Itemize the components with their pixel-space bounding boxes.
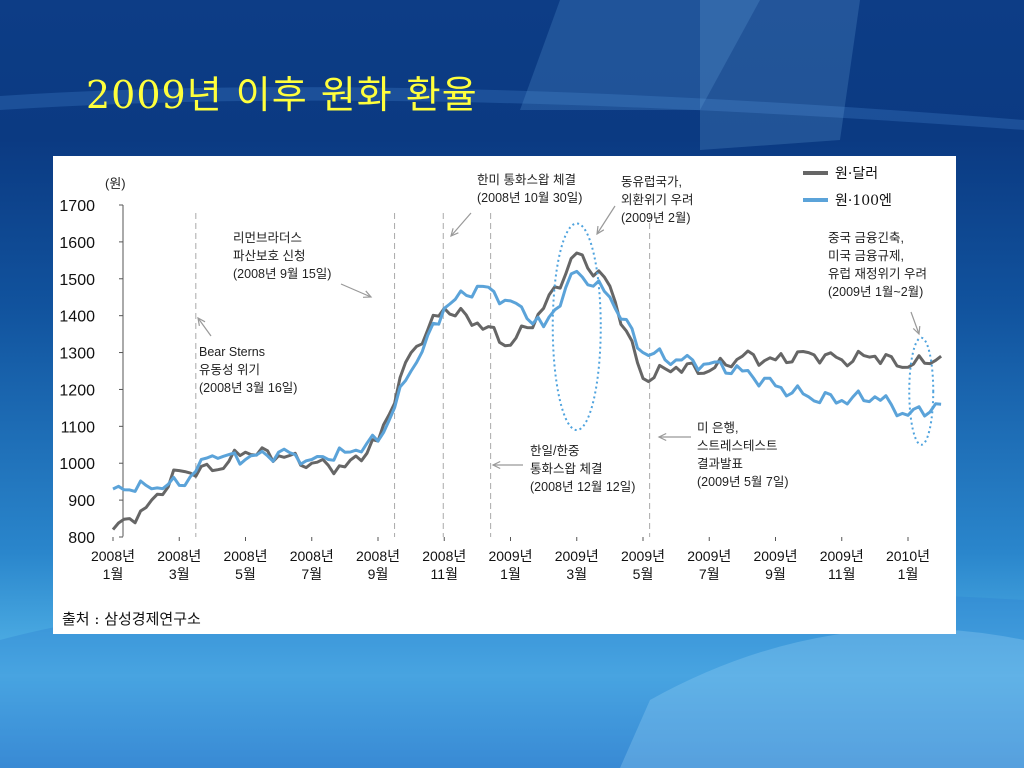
annotation-text: (2008년 10월 30일) <box>477 191 582 205</box>
y-tick-label: 800 <box>68 530 95 547</box>
x-tick-label-month: 9월 <box>765 566 786 582</box>
x-tick-label-month: 5월 <box>633 566 654 582</box>
x-tick-label-month: 7월 <box>301 566 322 582</box>
annotation-text: 리먼브라더스 <box>233 231 302 245</box>
annotation-text: 결과발표 <box>697 457 743 471</box>
annotation-arrow <box>910 311 920 335</box>
annotation-arrow <box>596 205 616 235</box>
x-tick-label-month: 9월 <box>368 566 389 582</box>
x-tick-label-year: 2009년 <box>753 548 797 564</box>
x-tick-label-month: 1월 <box>500 566 521 582</box>
annotation-arrowhead <box>362 290 373 298</box>
annotation-arrowhead <box>657 432 667 442</box>
y-tick-label: 1500 <box>59 272 95 289</box>
x-tick-label-year: 2008년 <box>290 548 334 564</box>
annotation-text: 중국 금융긴축, <box>828 231 904 245</box>
x-tick-label-year: 2008년 <box>157 548 201 564</box>
annotation-text: (2009년 2월) <box>621 211 691 225</box>
x-tick-label-year: 2009년 <box>488 548 532 564</box>
annotation-text: (2008년 3월 16일) <box>199 381 297 395</box>
annotation-text: 미 은행, <box>697 420 738 435</box>
annotation-text: 유럽 재정위기 우려 <box>828 267 927 281</box>
y-tick-label: 1400 <box>59 309 95 326</box>
x-tick-label-year: 2008년 <box>223 548 267 564</box>
x-tick-label-year: 2009년 <box>687 548 731 564</box>
annotation-arrow <box>450 212 472 237</box>
x-tick-label-year: 2010년 <box>886 548 930 564</box>
y-tick-label: 1000 <box>59 456 95 473</box>
annotation-text: 외환위기 우려 <box>621 193 693 207</box>
highlight-ellipse-2010-01 <box>908 336 935 446</box>
x-tick-label-month: 5월 <box>235 566 256 582</box>
annotation-text: (2008년 9월 15일) <box>233 267 331 281</box>
y-tick-label: 1200 <box>59 382 95 399</box>
y-tick-label: 1100 <box>61 419 96 436</box>
source-note: 출처 : 삼성경제연구소 <box>62 610 201 628</box>
annotation-text: 통화스왑 체결 <box>530 462 602 476</box>
legend-label: 원·달러 <box>835 166 878 182</box>
annotation-arrowhead <box>596 225 605 236</box>
y-tick-label: 1600 <box>59 235 95 252</box>
y-tick-label: 900 <box>68 493 95 510</box>
x-tick-label-year: 2009년 <box>555 548 599 564</box>
legend-label: 원·100엔 <box>835 193 892 209</box>
annotation-text: 유동성 위기 <box>199 363 260 377</box>
slide-title: 2009년 이후 원화 환율 <box>86 73 478 117</box>
annotation-text: 파산보호 신청 <box>233 249 305 263</box>
x-tick-label-month: 3월 <box>566 566 587 582</box>
annotation-arrowhead <box>197 316 206 326</box>
exchange-rate-chart: (원) 800 900 1000 1100 1200 1300 1400 1500 1600 170… <box>59 166 943 582</box>
annotation-arrow <box>340 283 372 298</box>
x-tick-label-year: 2008년 <box>422 548 466 564</box>
x-tick-label-month: 11월 <box>431 566 458 582</box>
x-tick-label-year: 2009년 <box>621 548 665 564</box>
chart-panel: (원) 800 900 1000 1100 1200 1300 1400 1500 1600 170… <box>53 156 956 634</box>
y-tick-label: 1300 <box>59 346 95 363</box>
x-tick-label-month: 11월 <box>828 566 855 582</box>
annotation-text: 미국 금융규제, <box>828 249 904 263</box>
annotation-text: Bear Sterns <box>199 345 265 359</box>
series-line <box>112 269 942 493</box>
y-tick-label: 1700 <box>59 198 95 215</box>
x-tick-label-month: 3월 <box>169 566 190 582</box>
annotation-text: (2009년 5월 7일) <box>697 475 788 489</box>
annotation-text: 한미 통화스왑 체결 <box>477 173 576 187</box>
annotation-text: (2008년 12월 12일) <box>530 480 635 494</box>
annotation-text: (2009년 1월~2월) <box>828 285 923 299</box>
annotation-arrow <box>197 317 212 337</box>
annotation-text: 한일/한중 <box>530 444 579 458</box>
highlight-ellipse-2009-02 <box>551 222 602 432</box>
annotation-arrowhead <box>912 325 921 336</box>
x-tick-label-year: 2008년 <box>356 548 400 564</box>
x-tick-label-year: 2008년 <box>91 548 135 564</box>
annotation-arrowhead <box>450 228 459 238</box>
x-tick-label-month: 1월 <box>898 566 919 582</box>
x-tick-label-month: 1월 <box>103 566 124 582</box>
y-unit-label: (원) <box>105 176 126 191</box>
annotation-arrowhead <box>491 460 501 470</box>
annotation-text: 동유럽국가, <box>621 175 682 189</box>
annotation-text: 스트레스테스트 <box>697 439 778 453</box>
x-tick-label-month: 7월 <box>699 566 720 582</box>
x-tick-label-year: 2009년 <box>820 548 864 564</box>
